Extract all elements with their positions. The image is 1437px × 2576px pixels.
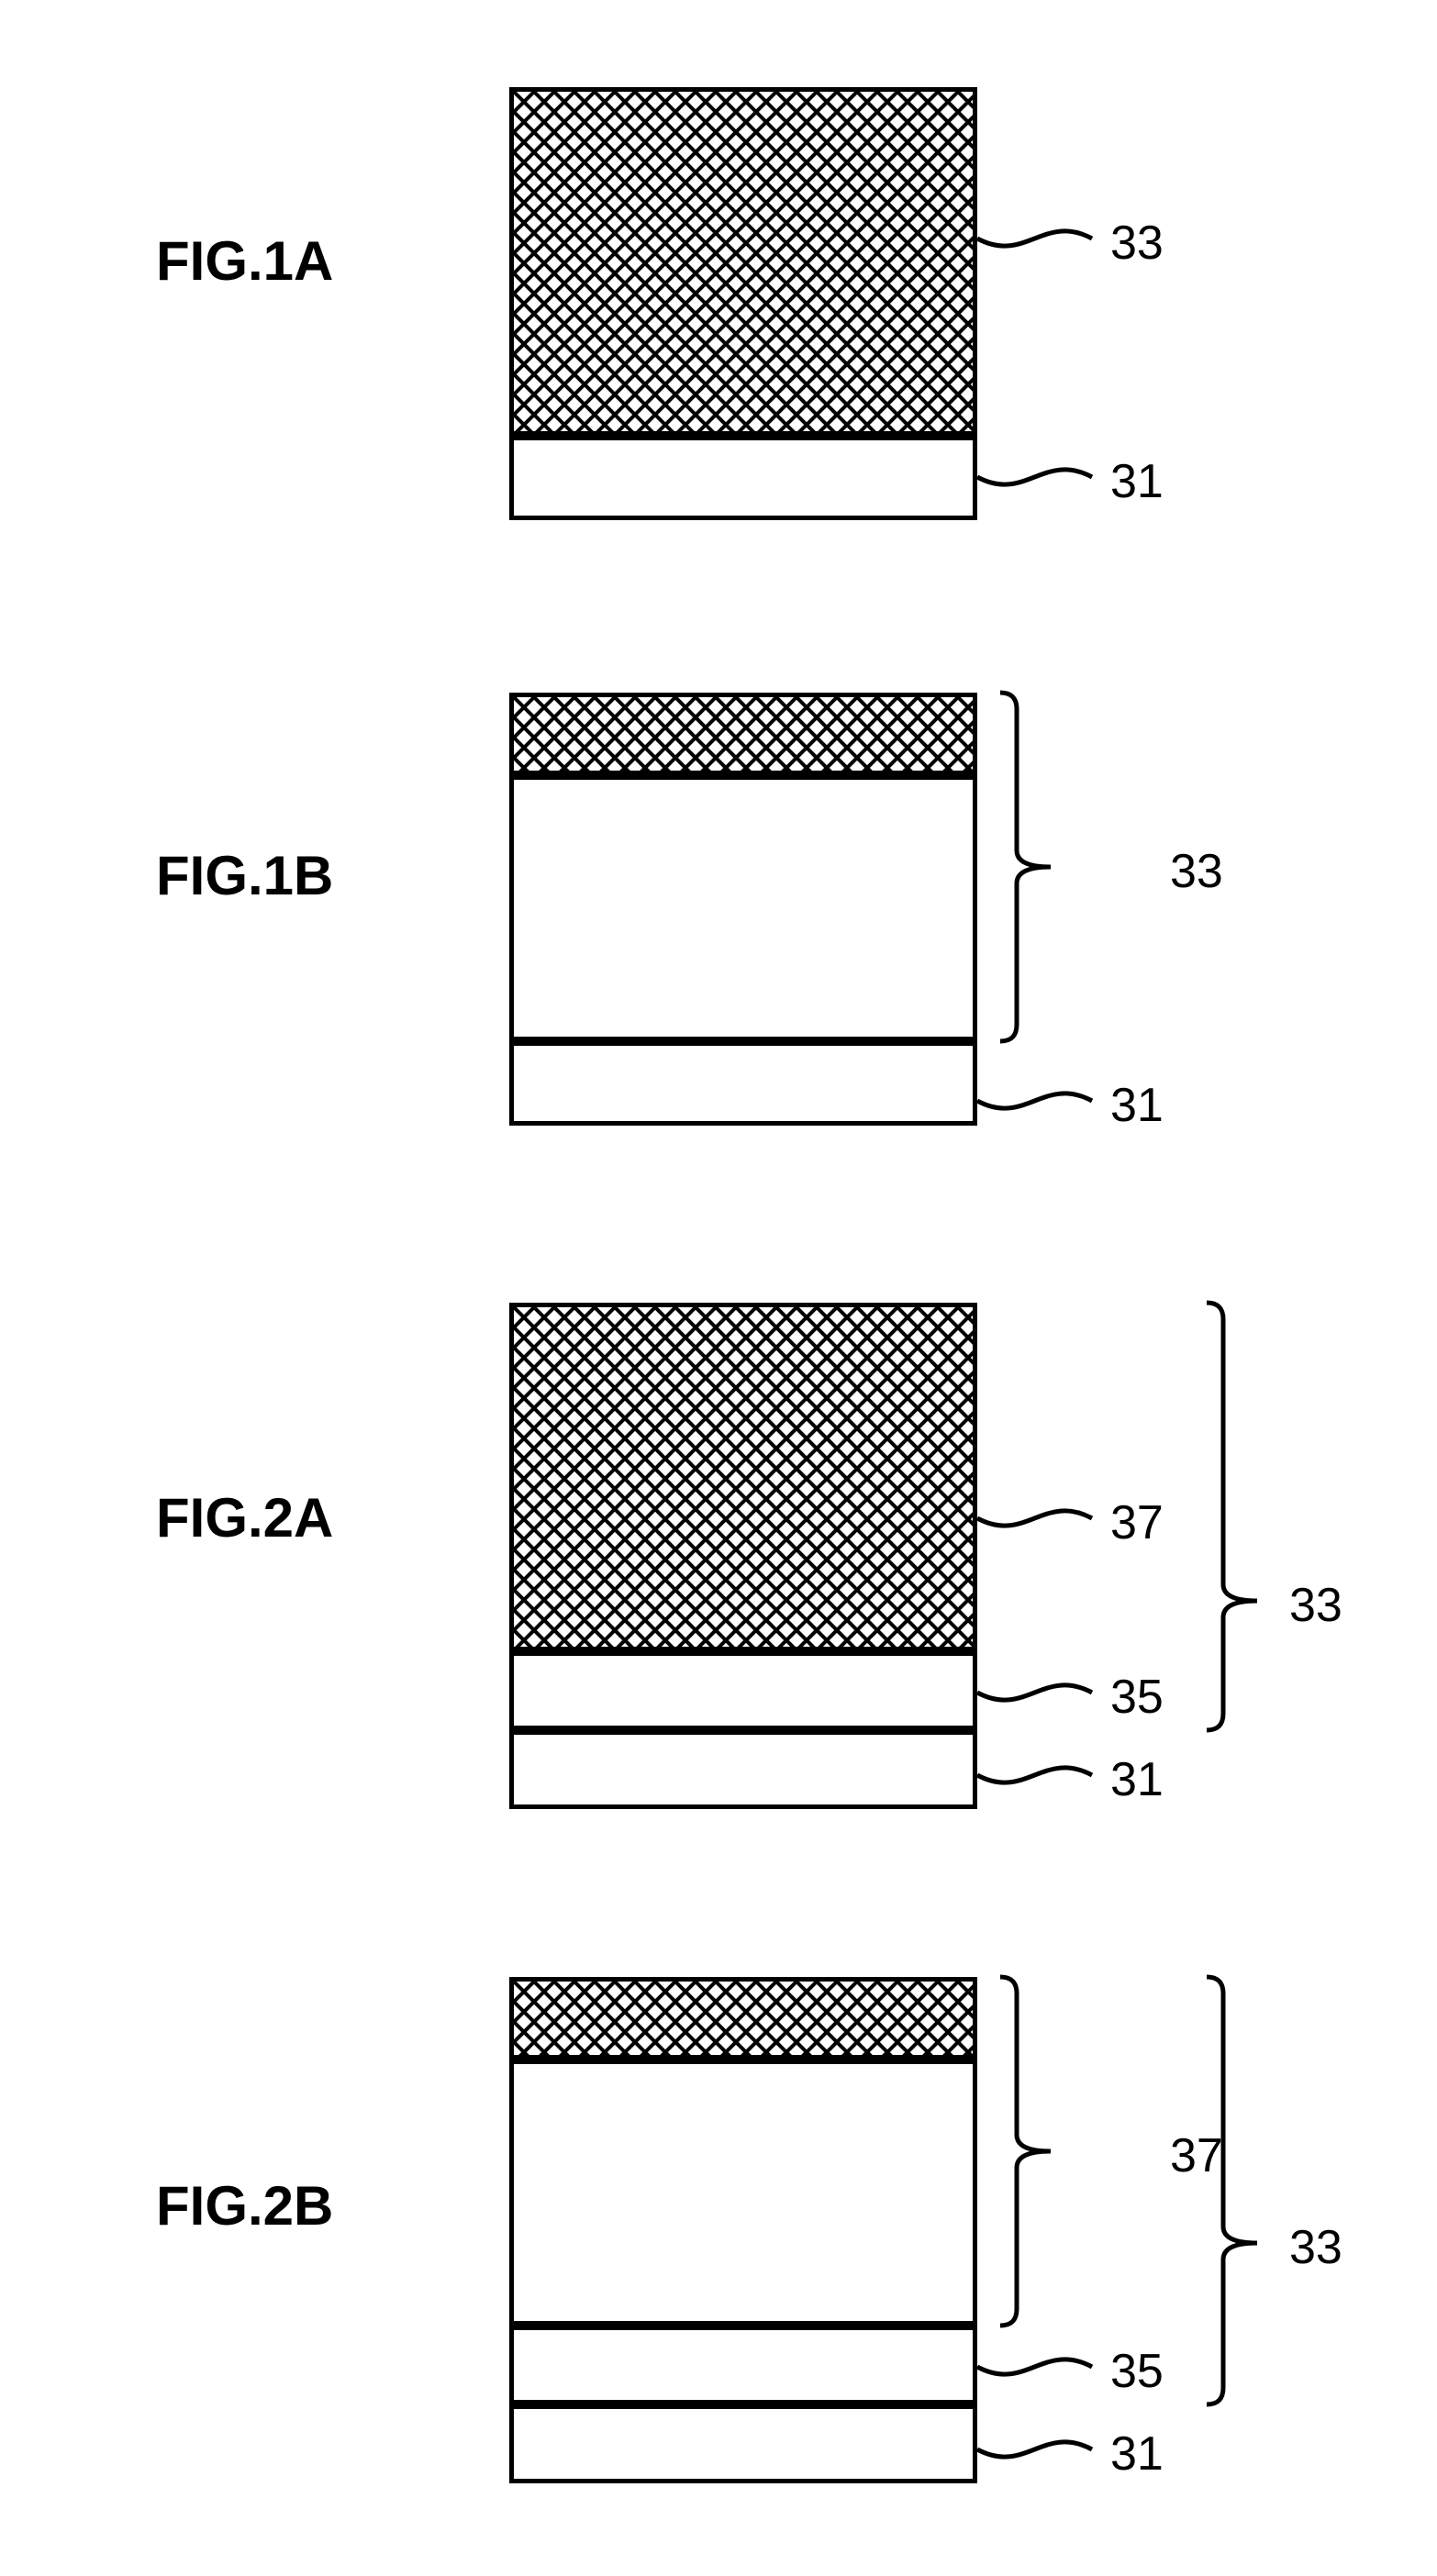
diagram-1B (509, 693, 977, 1126)
figure-label-1B: FIG.1B (156, 844, 333, 907)
layer-37-mid (509, 2060, 977, 2326)
diagram-1A (509, 87, 977, 520)
layer-31 (509, 1041, 977, 1126)
figure-label-2B: FIG.2B (156, 2174, 333, 2237)
layer-37 (509, 1303, 977, 1651)
ref-37: 37 (1170, 2128, 1223, 2183)
layer-31 (509, 436, 977, 520)
diagram-2A (509, 1303, 977, 1809)
layer-33 (509, 87, 977, 436)
layer-31 (509, 1730, 977, 1809)
ref-33: 33 (1289, 2220, 1342, 2275)
layer-33-top (509, 693, 977, 775)
layer-31 (509, 2404, 977, 2483)
diagram-2B (509, 1977, 977, 2483)
figure-label-1A: FIG.1A (156, 229, 333, 293)
layer-35 (509, 2326, 977, 2404)
ref-33: 33 (1289, 1578, 1342, 1633)
ref-33: 33 (1170, 844, 1223, 899)
figure-label-2A: FIG.2A (156, 1486, 333, 1549)
layer-37-top (509, 1977, 977, 2060)
layer-33-mid (509, 775, 977, 1041)
page: FIG.1A33 31 FIG.1B 3331 FIG.2A 37 35 31 … (0, 0, 1437, 2576)
layer-35 (509, 1651, 977, 1730)
